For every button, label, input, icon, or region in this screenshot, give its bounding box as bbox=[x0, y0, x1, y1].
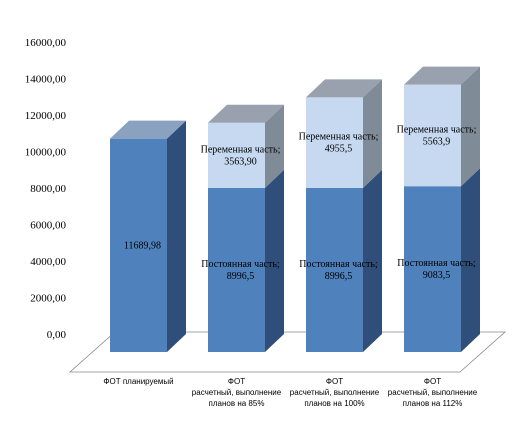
category-label: расчетный, выполнение bbox=[388, 388, 478, 397]
category-label: расчетный, выполнение bbox=[192, 388, 282, 397]
bar-top-face bbox=[306, 79, 382, 98]
data-label: 11689,98 bbox=[124, 240, 161, 251]
y-tick-label: 10000,00 bbox=[25, 147, 67, 159]
data-label: 9083,5 bbox=[423, 270, 451, 281]
bar-top-face bbox=[404, 66, 480, 85]
bar-segment-front bbox=[208, 122, 265, 188]
bar-segment-side bbox=[461, 66, 480, 187]
data-label: Постоянная часть; bbox=[299, 259, 378, 270]
y-tick-label: 14000,00 bbox=[25, 74, 67, 86]
bar-segment-front bbox=[306, 187, 363, 352]
bar-segment-front bbox=[208, 187, 265, 352]
bar-segment-front bbox=[306, 97, 363, 188]
category-label: планов на 100% bbox=[304, 399, 364, 408]
category-label: ФОТ планируемый bbox=[103, 377, 173, 386]
category-label: расчетный, выполнение bbox=[290, 388, 380, 397]
y-tick-label: 2000,00 bbox=[30, 293, 66, 305]
data-label: Переменная часть; bbox=[299, 132, 379, 143]
bar-top-face bbox=[110, 120, 186, 139]
y-tick-label: 16000,00 bbox=[25, 37, 67, 49]
bar-segment-front bbox=[404, 84, 461, 187]
bar-segment-side bbox=[363, 79, 382, 188]
bar-segment-front bbox=[110, 138, 167, 352]
category-label: ФОТ bbox=[228, 377, 245, 386]
y-tick-label: 6000,00 bbox=[30, 220, 66, 232]
floor bbox=[68, 331, 507, 373]
y-axis-ticks: 0,00 2000,00 4000,00 6000,00 8000,00 10000,00… bbox=[25, 37, 67, 341]
bar-segment-side bbox=[461, 168, 480, 352]
bars bbox=[110, 66, 480, 352]
bar-segment-front bbox=[404, 186, 461, 352]
category-label: ФОТ bbox=[424, 377, 441, 386]
bar-segment-side bbox=[265, 104, 284, 188]
category-label: ФОТ bbox=[326, 377, 343, 386]
data-label: 4955,5 bbox=[325, 144, 353, 155]
bar-segment-side bbox=[167, 120, 186, 352]
y-tick-label: 4000,00 bbox=[30, 256, 66, 268]
data-label: 8996,5 bbox=[227, 271, 255, 282]
data-label: Постоянная часть; bbox=[201, 259, 280, 270]
data-label: Переменная часть; bbox=[397, 124, 477, 135]
category-labels: ФОТ планируемый ФОТ расчетный, выполнение п… bbox=[103, 377, 477, 408]
data-label: 5563,9 bbox=[423, 136, 451, 147]
category-label: планов на 112% bbox=[403, 399, 463, 408]
data-label: 3563,90 bbox=[224, 156, 257, 167]
y-tick-label: 12000,00 bbox=[25, 110, 67, 122]
data-label: 8996,5 bbox=[325, 271, 353, 282]
bar-top-face bbox=[208, 104, 284, 123]
y-tick-label: 0,00 bbox=[47, 329, 67, 341]
data-label: Переменная часть; bbox=[201, 144, 281, 155]
bar-segment-side bbox=[363, 169, 382, 352]
data-label: Постоянная часть; bbox=[397, 258, 476, 269]
category-label: планов на 85% bbox=[209, 399, 265, 408]
y-tick-label: 8000,00 bbox=[30, 183, 66, 195]
bar-segment-side bbox=[265, 169, 284, 352]
